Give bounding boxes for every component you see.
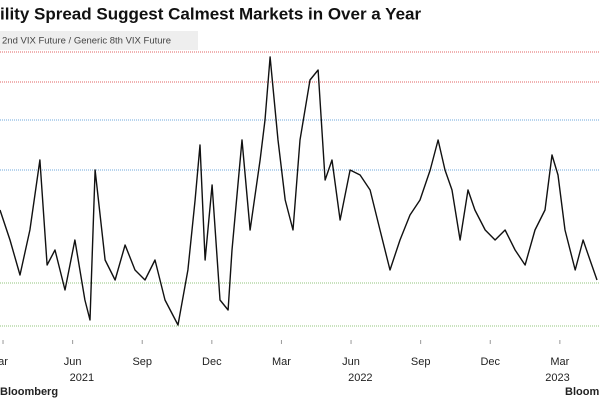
x-tick-label: Mar xyxy=(272,356,291,368)
source: Bloomberg xyxy=(0,386,58,398)
series-line xyxy=(0,56,598,326)
x-tick-label: ar xyxy=(0,356,8,368)
chart-title: ility Spread Suggest Calmest Markets in … xyxy=(0,4,421,23)
source-right: Bloom xyxy=(565,386,599,398)
x-tick-label: Mar xyxy=(550,356,569,368)
x-tick-label: Dec xyxy=(480,356,500,368)
x-tick-label: Jun xyxy=(342,356,360,368)
x-tick-label: Jun xyxy=(64,356,82,368)
year-label: 2021 xyxy=(70,372,94,384)
legend-entry: 2nd VIX Future / Generic 8th VIX Future xyxy=(2,36,171,47)
year-label: 2022 xyxy=(348,372,372,384)
x-tick-label: Sep xyxy=(411,356,431,368)
year-label: 2023 xyxy=(545,372,569,384)
x-tick-label: Dec xyxy=(202,356,222,368)
legend-box xyxy=(0,31,198,50)
x-tick-label: Sep xyxy=(132,356,152,368)
